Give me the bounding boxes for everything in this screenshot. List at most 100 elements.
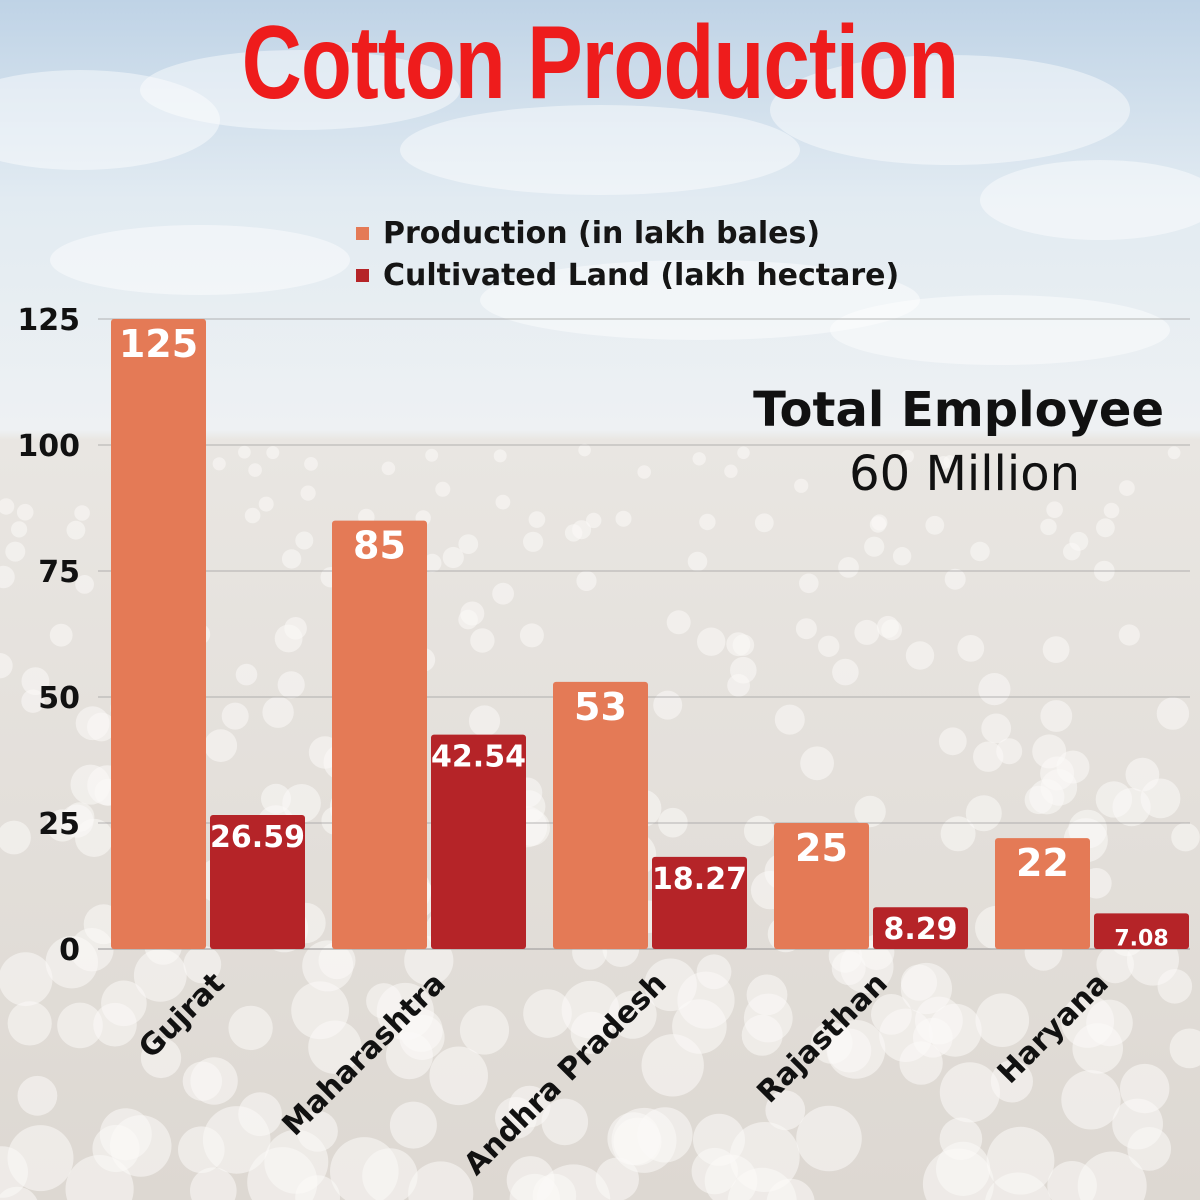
data-label: 26.59 bbox=[210, 820, 305, 855]
cotton-boll-shape bbox=[1171, 822, 1200, 852]
cotton-boll-shape bbox=[832, 658, 859, 686]
cloud-shape bbox=[830, 295, 1170, 365]
cotton-boll-shape bbox=[284, 617, 307, 640]
cotton-boll-shape bbox=[818, 635, 840, 657]
cloud-shape bbox=[140, 50, 460, 130]
cotton-boll-shape bbox=[965, 795, 1002, 832]
cotton-boll-shape bbox=[975, 993, 1030, 1047]
cotton-boll-shape bbox=[608, 990, 657, 1039]
cotton-boll-shape bbox=[519, 623, 544, 648]
cotton-boll-shape bbox=[1040, 518, 1057, 536]
cotton-boll-shape bbox=[495, 494, 511, 510]
data-label: 22 bbox=[1016, 841, 1069, 885]
cotton-boll-shape bbox=[1040, 700, 1073, 732]
cotton-boll-shape bbox=[615, 510, 632, 527]
cotton-boll-shape bbox=[1127, 1127, 1172, 1171]
cotton-boll-shape bbox=[0, 820, 31, 855]
cotton-boll-shape bbox=[1040, 756, 1075, 791]
cotton-boll-shape bbox=[541, 1098, 589, 1146]
cotton-boll-shape bbox=[1169, 1028, 1200, 1069]
x-tick-label: Gujrat bbox=[132, 966, 231, 1065]
cotton-boll-shape bbox=[238, 445, 251, 459]
cotton-boll-shape bbox=[876, 615, 899, 638]
cotton-boll-shape bbox=[74, 505, 90, 521]
cotton-boll-shape bbox=[140, 1037, 182, 1079]
cotton-boll-shape bbox=[901, 449, 914, 463]
cotton-boll-shape bbox=[1061, 1070, 1121, 1130]
y-tick-label: 125 bbox=[17, 303, 80, 338]
cotton-boll-shape bbox=[572, 520, 592, 540]
cotton-boll-shape bbox=[399, 1008, 443, 1052]
data-label: 42.54 bbox=[431, 740, 526, 775]
cotton-boll-shape bbox=[838, 557, 859, 578]
cotton-boll-shape bbox=[940, 816, 976, 852]
cotton-boll-shape bbox=[800, 746, 834, 781]
cotton-boll-shape bbox=[741, 1014, 783, 1056]
cotton-boll-shape bbox=[495, 1097, 537, 1139]
cotton-boll-shape bbox=[93, 1002, 137, 1047]
cotton-boll-shape bbox=[692, 452, 706, 466]
cotton-boll-shape bbox=[1156, 697, 1190, 730]
cotton-boll-shape bbox=[653, 690, 683, 720]
cotton-boll-shape bbox=[523, 531, 544, 552]
cotton-boll-shape bbox=[737, 446, 750, 460]
cotton-boll-shape bbox=[1047, 1161, 1097, 1200]
cotton-boll-shape bbox=[576, 570, 597, 592]
cotton-boll-shape bbox=[228, 1005, 273, 1051]
cotton-boll-shape bbox=[532, 1173, 577, 1200]
cotton-boll-shape bbox=[1120, 1063, 1170, 1114]
cotton-boll-shape bbox=[854, 619, 880, 645]
legend-swatch-production bbox=[356, 226, 369, 240]
cotton-boll-shape bbox=[611, 1107, 677, 1173]
cotton-boll-shape bbox=[21, 667, 50, 695]
cotton-boll-shape bbox=[493, 449, 507, 463]
cloud-shape bbox=[980, 160, 1200, 240]
cloud-shape bbox=[50, 225, 350, 295]
cloud-shape bbox=[480, 260, 920, 340]
employee-callout: Total Employee 60 Million bbox=[753, 382, 1164, 503]
cotton-boll-shape bbox=[425, 448, 439, 462]
cotton-boll-shape bbox=[266, 446, 280, 460]
cotton-boll-shape bbox=[65, 802, 95, 832]
cotton-boll-shape bbox=[905, 641, 935, 670]
cotton-boll-shape bbox=[468, 705, 501, 737]
cotton-boll-shape bbox=[869, 516, 887, 533]
y-tick-label: 0 bbox=[59, 933, 80, 968]
cotton-boll-shape bbox=[435, 481, 451, 497]
cotton-boll-shape bbox=[1103, 502, 1120, 519]
cotton-boll-shape bbox=[1096, 518, 1115, 538]
cotton-boll-shape bbox=[871, 994, 912, 1035]
cotton-boll-shape bbox=[87, 712, 116, 742]
cotton-boll-shape bbox=[17, 1075, 58, 1116]
cotton-boll-shape bbox=[578, 443, 591, 457]
cotton-boll-shape bbox=[458, 534, 479, 554]
cotton-boll-shape bbox=[944, 568, 966, 590]
cotton-boll-shape bbox=[66, 520, 86, 540]
cotton-boll-shape bbox=[1061, 994, 1115, 1048]
cotton-boll-shape bbox=[133, 949, 187, 1002]
cotton-boll-shape bbox=[244, 507, 261, 524]
cotton-boll-shape bbox=[0, 498, 15, 515]
cotton-boll-shape bbox=[1157, 969, 1193, 1004]
cotton-boll-shape bbox=[795, 618, 817, 640]
cotton-boll-shape bbox=[295, 531, 314, 550]
legend: Production (in lakh bales) Cultivated La… bbox=[356, 212, 899, 296]
cotton-boll-shape bbox=[190, 1167, 237, 1200]
cotton-boll-shape bbox=[1063, 542, 1081, 561]
cotton-boll-shape bbox=[900, 962, 953, 1015]
data-label: 25 bbox=[795, 826, 848, 870]
cotton-boll-shape bbox=[754, 513, 774, 533]
cotton-boll-shape bbox=[70, 764, 111, 805]
cotton-boll-shape bbox=[1042, 636, 1070, 663]
cotton-boll-shape bbox=[264, 1129, 329, 1194]
cotton-boll-shape bbox=[724, 464, 738, 478]
cotton-boll-shape bbox=[65, 1155, 134, 1200]
cotton-boll-shape bbox=[973, 741, 1004, 772]
cotton-boll-shape bbox=[0, 653, 13, 679]
bar-land bbox=[1094, 913, 1189, 949]
data-label: 125 bbox=[119, 322, 198, 366]
legend-item-production: Production (in lakh bales) bbox=[356, 212, 899, 254]
cotton-boll-shape bbox=[696, 954, 732, 990]
cotton-boll-shape bbox=[990, 1060, 1033, 1103]
